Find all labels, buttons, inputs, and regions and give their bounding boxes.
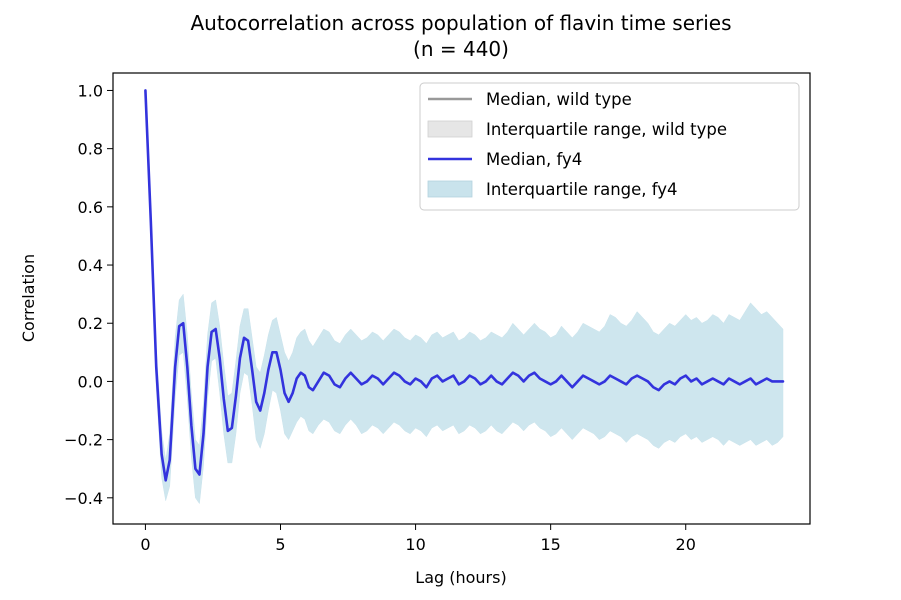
y-tick-label: 0.8 [78, 140, 103, 159]
band-interquartile-range-fy4 [145, 90, 784, 505]
x-axis-ticks: 0 5 10 15 20 [140, 524, 696, 554]
legend-label-iqr-wild-type: Interquartile range, wild type [486, 120, 727, 139]
line-layer [144, 89, 785, 482]
y-tick-label: −0.2 [64, 431, 103, 450]
y-tick-label: 0.6 [78, 198, 103, 217]
y-tick-label: 0.2 [78, 314, 103, 333]
legend-patch-iqr-fy4 [427, 180, 473, 198]
legend-label-median-fy4: Median, fy4 [486, 150, 582, 169]
y-axis-ticks: −0.4 −0.2 0.0 0.2 0.4 0.6 0.8 1.0 [64, 81, 113, 508]
plot-frame [112, 72, 811, 525]
legend-label-iqr-fy4: Interquartile range, fy4 [486, 180, 678, 199]
x-axis-label: Lag (hours) [415, 568, 506, 587]
x-tick-label: 15 [540, 535, 560, 554]
legend-patch-iqr-wild-type [427, 120, 473, 138]
x-tick-label: 20 [676, 535, 696, 554]
legend-box [419, 82, 800, 211]
chart-subtitle: (n = 440) [413, 37, 509, 61]
legend: Median, wild type Interquartile range, w… [419, 82, 800, 211]
y-tick-label: 1.0 [78, 81, 103, 100]
x-tick-label: 5 [275, 535, 285, 554]
y-tick-label: 0.4 [78, 256, 103, 275]
y-axis-label: Correlation [19, 254, 38, 342]
y-tick-label: −0.4 [64, 489, 103, 508]
band-layer [145, 90, 784, 505]
line-median-fy4 [144, 89, 785, 482]
x-tick-label: 10 [405, 535, 425, 554]
legend-label-median-wild-type: Median, wild type [486, 90, 632, 109]
y-tick-label: 0.0 [78, 372, 103, 391]
x-tick-label: 0 [140, 535, 150, 554]
chart-title: Autocorrelation across population of fla… [190, 11, 731, 35]
